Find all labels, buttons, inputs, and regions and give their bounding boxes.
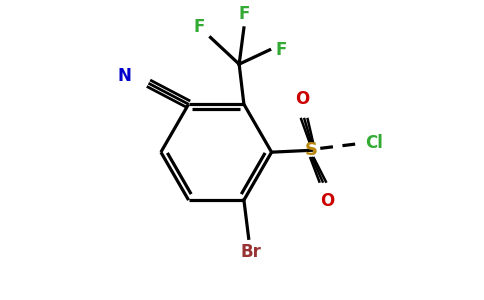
- Text: O: O: [295, 90, 309, 108]
- Text: F: F: [275, 41, 287, 59]
- Text: S: S: [305, 141, 318, 159]
- Text: O: O: [320, 192, 334, 210]
- Text: Br: Br: [240, 243, 261, 261]
- Text: Cl: Cl: [365, 134, 383, 152]
- Text: F: F: [238, 5, 250, 23]
- Text: F: F: [194, 17, 205, 35]
- Text: N: N: [118, 67, 131, 85]
